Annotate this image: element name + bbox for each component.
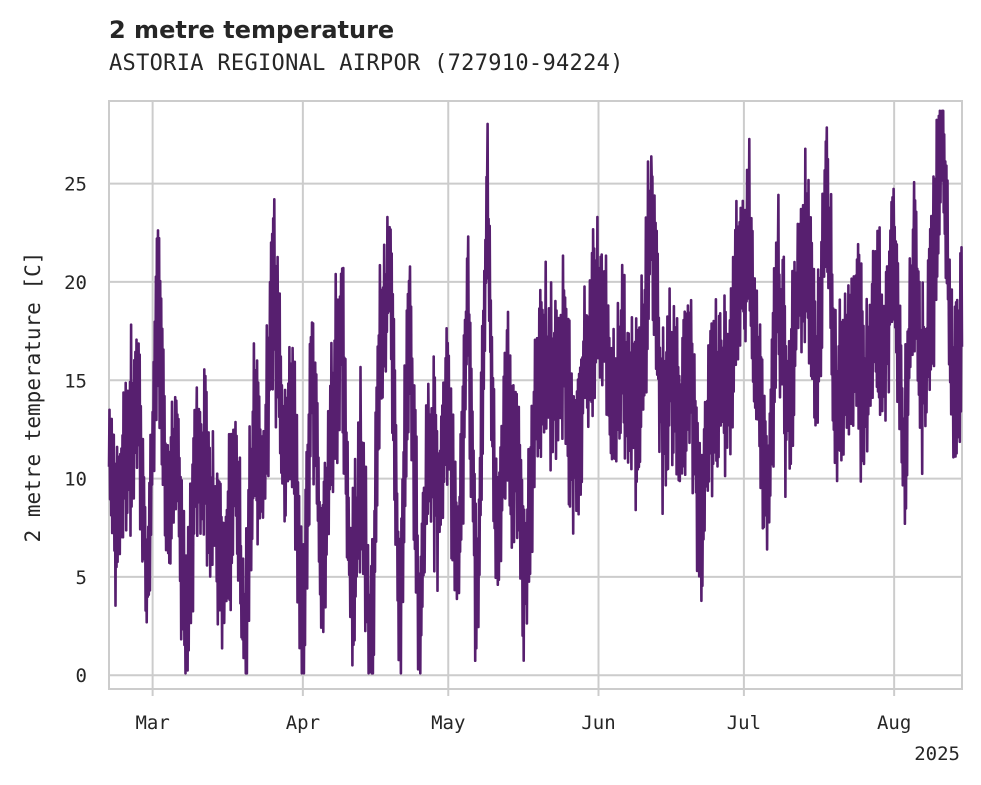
- chart-subtitle: ASTORIA REGIONAL AIRPOR (727910-94224): [109, 51, 624, 76]
- y-axis-label: 2 metre temperature [C]: [21, 252, 45, 543]
- y-tick-label: 0: [76, 665, 87, 687]
- y-tick-label: 10: [64, 469, 87, 491]
- y-tick-label: 20: [64, 272, 87, 294]
- y-tick-label: 25: [64, 174, 87, 196]
- y-tick-label: 15: [64, 370, 87, 392]
- y-tick-label: 5: [76, 567, 87, 589]
- x-tick-label: Jul: [727, 712, 761, 734]
- x-tick-label: May: [431, 712, 465, 734]
- x-axis-year-label: 2025: [914, 743, 960, 765]
- x-tick-label: Aug: [877, 712, 911, 734]
- x-tick-label: Apr: [286, 712, 320, 734]
- series-layer: [107, 109, 964, 675]
- x-tick-label: Jun: [581, 712, 615, 734]
- x-tick-label: Mar: [135, 712, 169, 734]
- x-tick-labels: Mar Apr May Jun Jul Aug: [135, 712, 911, 734]
- chart-title: 2 metre temperature: [109, 16, 395, 44]
- temperature-series-line: [107, 109, 964, 675]
- y-tick-labels: 0 5 10 15 20 25: [64, 174, 87, 688]
